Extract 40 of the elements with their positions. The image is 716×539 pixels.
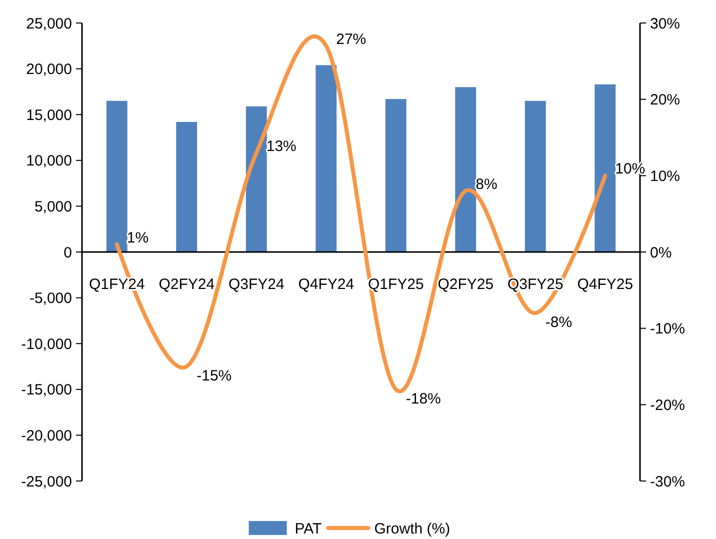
y-tick-label: -5,000: [29, 290, 72, 308]
data-label: 8%: [476, 176, 498, 193]
x-tick-label: Q4FY25: [577, 276, 634, 293]
data-label: -8%: [545, 314, 572, 332]
y2-tick-label: 10%: [650, 168, 680, 185]
y2-tick-label: -20%: [650, 396, 686, 414]
legend-label: PAT: [294, 520, 322, 538]
bar: [524, 100, 546, 252]
data-label: 13%: [266, 138, 296, 155]
bar: [594, 84, 616, 252]
bar: [385, 99, 406, 252]
y-tick-label: -15,000: [21, 382, 72, 399]
y2-tick-label: -30%: [650, 473, 686, 490]
data-label: 27%: [336, 30, 366, 48]
y-tick-label: 10,000: [26, 152, 72, 170]
y2-tick-label: -10%: [650, 320, 686, 338]
y-tick-label: 0: [64, 244, 72, 262]
data-label: 1%: [126, 229, 149, 246]
y-tick-label: -20,000: [21, 427, 72, 444]
bar: [176, 122, 198, 252]
x-tick-label: Q4FY24: [298, 276, 354, 293]
x-tick-label: Q2FY25: [438, 276, 494, 293]
y-tick-label: -25,000: [21, 473, 72, 490]
bar: [316, 65, 337, 252]
y2-tick-label: 0%: [650, 244, 672, 262]
bar: [106, 100, 128, 252]
x-tick-label: Q3FY24: [228, 276, 284, 293]
x-tick-label: Q2FY24: [158, 276, 215, 293]
y-tick-label: 15,000: [26, 106, 72, 124]
data-label: -15%: [196, 368, 232, 384]
bar: [455, 87, 476, 252]
bar: [246, 106, 267, 252]
data-label: -18%: [406, 390, 441, 408]
y-tick-label: 25,000: [26, 15, 72, 32]
legend-label: Growth (%): [374, 520, 450, 538]
y-tick-label: -10,000: [21, 336, 72, 353]
y-tick-label: 5,000: [34, 198, 72, 216]
y2-tick-label: 30%: [650, 15, 680, 32]
y2-tick-label: 20%: [650, 92, 680, 109]
y-tick-label: 20,000: [26, 61, 72, 78]
